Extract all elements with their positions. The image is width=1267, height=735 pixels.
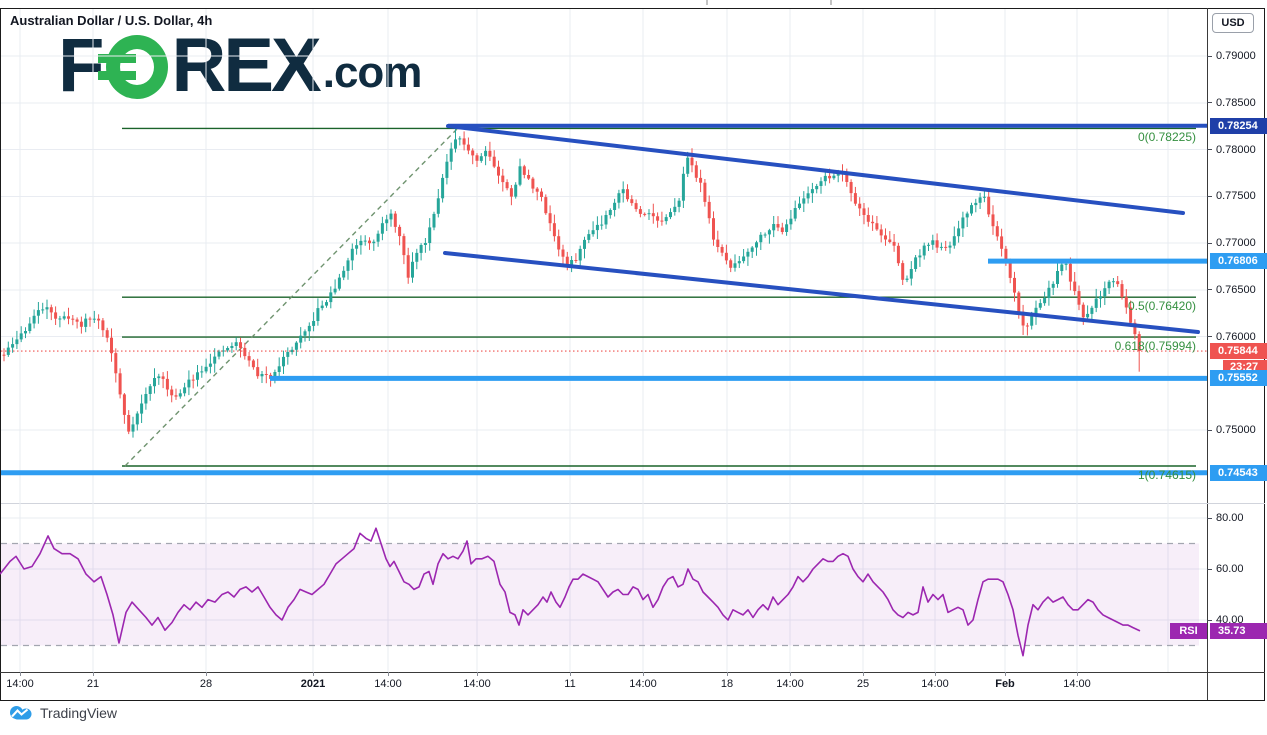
forex-com-watermark: F REX .com bbox=[58, 23, 422, 108]
tradingview-cloud-icon bbox=[10, 706, 32, 720]
price-level-badge: 0.78254 bbox=[1210, 117, 1267, 134]
time-tick-mark bbox=[935, 672, 936, 676]
price-level-badge: 0.76806 bbox=[1210, 253, 1267, 270]
time-tick-mark bbox=[1005, 672, 1006, 676]
time-tick-label: 18 bbox=[720, 678, 734, 690]
time-tick-mark bbox=[477, 672, 478, 676]
price-tick-mark bbox=[1207, 195, 1212, 197]
tradingview-label: TradingView bbox=[40, 705, 118, 721]
time-tick-label: 14:00 bbox=[629, 678, 657, 690]
top-edge-artifact bbox=[830, 0, 832, 5]
time-tick-label: 28 bbox=[199, 678, 213, 690]
time-tick-mark bbox=[790, 672, 791, 676]
price-tick-mark bbox=[1207, 102, 1212, 104]
time-tick-mark bbox=[863, 672, 864, 676]
time-tick-mark bbox=[388, 672, 389, 676]
time-tick-label: 14:00 bbox=[776, 678, 804, 690]
time-tick-label: 2021 bbox=[300, 678, 326, 690]
rsi-tick-mark bbox=[1207, 619, 1212, 621]
price-tick-label: 0.78500 bbox=[1216, 96, 1256, 109]
time-tick-mark bbox=[727, 672, 728, 676]
time-tick-mark bbox=[20, 672, 21, 676]
frame-top bbox=[0, 8, 1265, 9]
time-tick-label: 25 bbox=[856, 678, 870, 690]
top-edge-artifact bbox=[706, 0, 708, 5]
tradingview-attribution[interactable]: TradingView bbox=[8, 704, 117, 722]
price-pane-surface[interactable] bbox=[1, 9, 1207, 503]
rsi-value-badge: 35.73 bbox=[1210, 623, 1267, 639]
rsi-pane-surface[interactable] bbox=[1, 504, 1207, 672]
price-tick-label: 0.78000 bbox=[1216, 143, 1256, 156]
price-level-badge: 0.74543 bbox=[1210, 464, 1267, 481]
price-level-badge: 0.75552 bbox=[1210, 370, 1267, 387]
price-level-badge: 0.75844 bbox=[1210, 343, 1267, 360]
frame-left bbox=[0, 8, 1, 700]
time-axis-separator bbox=[0, 672, 1265, 673]
time-tick-label: 14:00 bbox=[6, 678, 34, 690]
price-tick-mark bbox=[1207, 289, 1212, 291]
time-tick-mark bbox=[643, 672, 644, 676]
rsi-tick-label: 60.00 bbox=[1216, 563, 1244, 575]
time-tick-label: 21 bbox=[86, 678, 100, 690]
rsi-tick-mark bbox=[1207, 568, 1212, 570]
fib-level-label[interactable]: 0.618(0.75994) bbox=[1114, 339, 1196, 354]
price-tick-label: 0.77500 bbox=[1216, 190, 1256, 203]
frame-bottom bbox=[0, 700, 1265, 701]
price-axis-separator bbox=[1207, 8, 1208, 700]
price-tick-mark bbox=[1207, 336, 1212, 337]
price-tick-label: 0.77000 bbox=[1216, 237, 1256, 249]
symbol-title: Australian Dollar / U.S. Dollar, 4h bbox=[10, 13, 213, 28]
price-tick-mark bbox=[1207, 55, 1212, 57]
time-tick-mark bbox=[1077, 672, 1078, 676]
forex-logo-f: F bbox=[58, 23, 104, 108]
price-tick-label: 0.75000 bbox=[1216, 424, 1256, 436]
pane-divider[interactable] bbox=[1, 503, 1265, 504]
price-tick-label: 0.76500 bbox=[1216, 283, 1256, 296]
fib-level-label[interactable]: 1(0.74615) bbox=[1137, 467, 1196, 482]
rsi-tick-label: 80.00 bbox=[1216, 512, 1244, 524]
time-tick-mark bbox=[93, 672, 94, 676]
time-tick-mark bbox=[206, 672, 207, 676]
rsi-indicator-badge[interactable]: RSI bbox=[1170, 623, 1207, 639]
currency-toggle-button[interactable]: USD bbox=[1212, 13, 1254, 33]
time-tick-label: Feb bbox=[995, 678, 1015, 690]
time-tick-label: 14:00 bbox=[374, 678, 402, 690]
forex-logo-rex: REX bbox=[171, 23, 321, 108]
price-tick-mark bbox=[1207, 429, 1212, 431]
fib-level-label[interactable]: 0(0.78225) bbox=[1137, 130, 1196, 145]
time-tick-label: 14:00 bbox=[921, 678, 949, 690]
price-tick-label: 0.76000 bbox=[1216, 330, 1256, 343]
price-tick-mark bbox=[1207, 242, 1212, 244]
fib-level-label[interactable]: 0.5(0.76420) bbox=[1127, 299, 1196, 314]
time-tick-label: 14:00 bbox=[463, 678, 491, 690]
rsi-tick-mark bbox=[1207, 517, 1212, 519]
time-tick-label: 14:00 bbox=[1063, 678, 1091, 690]
price-tick-label: 0.79000 bbox=[1216, 50, 1256, 62]
time-tick-mark bbox=[313, 672, 314, 676]
time-tick-label: 11 bbox=[564, 678, 576, 690]
time-tick-mark bbox=[570, 672, 571, 676]
price-tick-mark bbox=[1207, 149, 1212, 150]
